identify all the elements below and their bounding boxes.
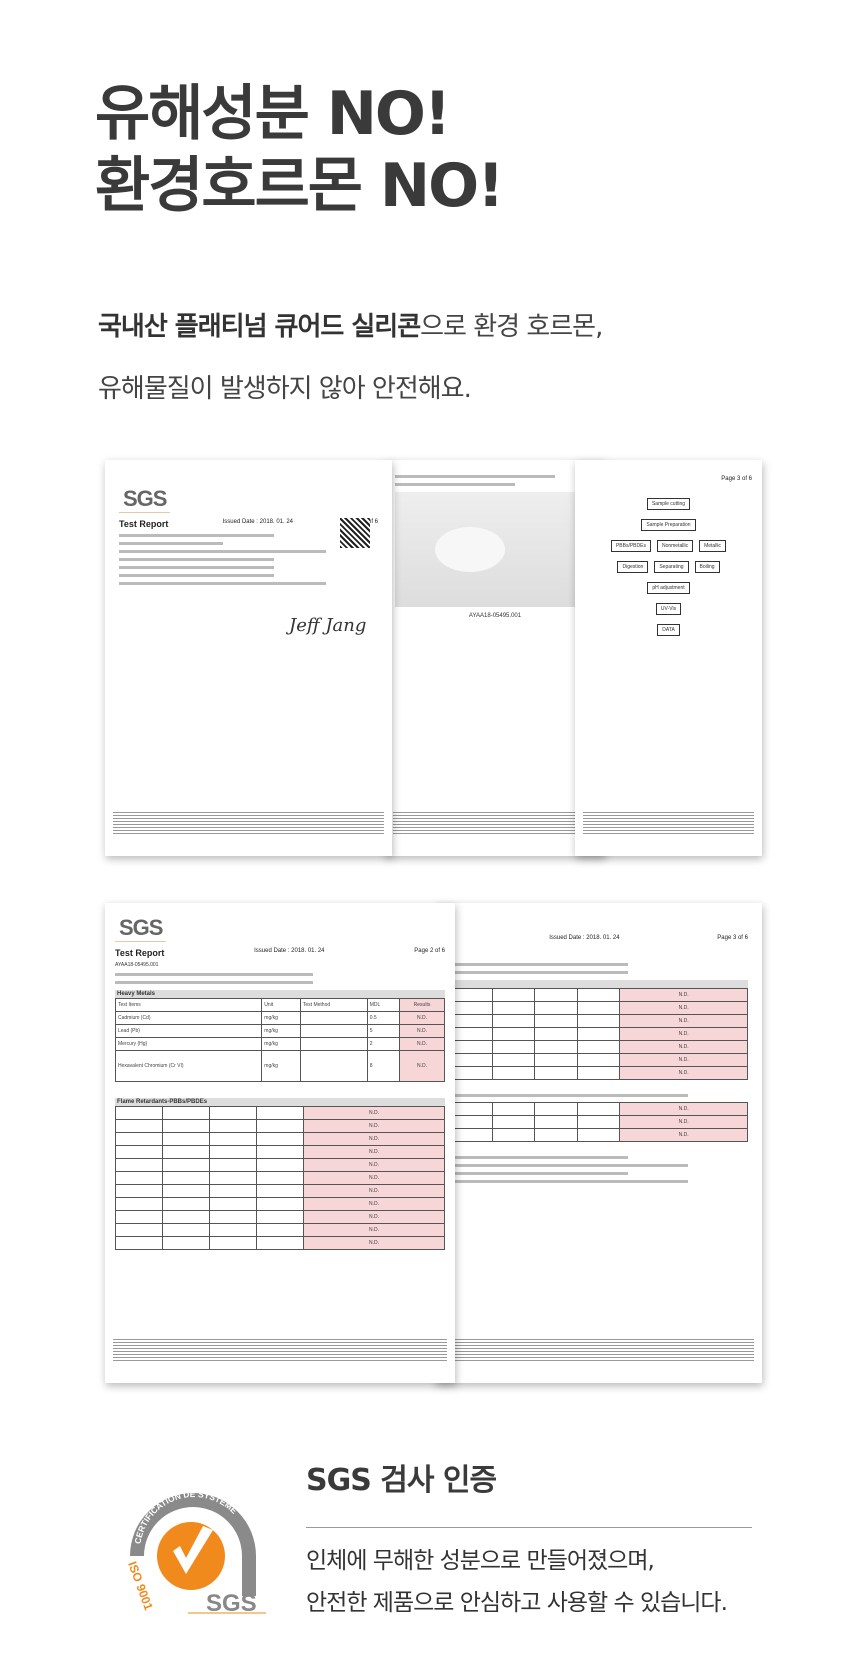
issued-date: Issued Date : 2018. 01. 24 [222, 519, 294, 525]
sgs-logo: SGS [119, 486, 171, 513]
hero-line-2: 환경호르몬 NO! [95, 151, 504, 221]
report-page-1: SGS Test Report Issued Date : 2018. 01. 2… [105, 460, 392, 856]
flame-retardants-table: N.D. N.D. N.D. N.D. N.D. N.D. N.D. N.D. N.D. N.D.… [115, 1106, 445, 1250]
intro-bold: 국내산 플래티넘 큐어드 실리콘 [98, 312, 421, 342]
hero-line-1: 유해성분 NO! [95, 79, 451, 149]
intro-text: 국내산 플래티넘 큐어드 실리콘으로 환경 호르몬, 유해물질이 발생하지 않아… [98, 296, 603, 420]
sample-no: AYAA18-05495.001 [115, 962, 159, 968]
report-title: Test Report [115, 948, 165, 958]
heavy-metals-header: Heavy Metals [115, 990, 445, 998]
certification-body: 인체에 무해한 성분으로 만들어졌으며, 안전한 제품으로 안심하고 사용할 수… [306, 1540, 728, 1624]
divider [306, 1527, 752, 1528]
report-title: Test Report [119, 519, 169, 529]
page-number: Page 3 of 6 [721, 476, 752, 482]
page-number: Page 3 of 6 [717, 935, 748, 941]
table-row: Cadmium (Cd) mg/kg 0.5 N.D. [114, 1011, 445, 1025]
report-page-3: Issued Date : 2018. 01. 24 Page 3 of 6 N.… [435, 903, 762, 1383]
sample-photo [395, 492, 595, 607]
svg-text:ISO 9001: ISO 9001 [125, 1560, 156, 1613]
page-number: Page 2 of 6 [414, 948, 445, 954]
issued-date: Issued Date : 2018. 01. 24 [549, 935, 620, 941]
certification-body-line-1: 인체에 무해한 성분으로 만들어졌으며, [306, 1548, 655, 1574]
table-row: Mercury (Hg) mg/kg 2 N.D. [114, 1037, 445, 1051]
table-row: Lead (Pb) mg/kg 5 N.D. [114, 1024, 445, 1038]
intro-rest: 으로 환경 호르몬, [420, 312, 603, 342]
test-report-pages-2: Issued Date : 2018. 01. 24 Page 3 of 6 N.… [105, 903, 762, 1383]
signature: Jeff Jang [289, 615, 367, 636]
table-row: Hexavalent Chromium (Cr VI) mg/kg 8 N.D. [114, 1050, 445, 1082]
certification-title: SGS 검사 인증 [306, 1463, 497, 1498]
sgs-logo: SGS [115, 915, 167, 942]
heavy-metals-table: Test Items Unit Test Method MDL Results Cadm… [114, 998, 445, 1082]
certification-body-line-2: 안전한 제품으로 안심하고 사용할 수 있습니다. [306, 1590, 728, 1616]
report-page-photo: AYAA18-05495.001 [385, 460, 605, 856]
svg-text:SGS: SGS [206, 1590, 257, 1616]
iso-9001-badge: CERTIFICATION DE SYSTÈME ISO 9001 SGS [118, 1456, 268, 1617]
photo-caption: AYAA18-05495.001 [468, 613, 522, 619]
test-report-pages-1: AYAA18-05495.001 Page 3 of 6 Sample cutt… [105, 460, 762, 856]
report-page-2: SGS Test Report Issued Date : 2018. 01. 2… [105, 903, 455, 1383]
qr-code [340, 518, 370, 548]
issued-date: Issued Date : 2018. 01. 24 [254, 948, 325, 954]
flame-retardants-header: Flame Retardants-PBBs/PBDEs [115, 1098, 445, 1106]
hero-heading: 유해성분 NO! 환경호르몬 NO! [95, 78, 504, 222]
intro-line-2: 유해물질이 발생하지 않아 안전해요. [98, 374, 472, 404]
report-page-flowchart: Page 3 of 6 Sample cutting Sample Prepara… [575, 460, 762, 856]
